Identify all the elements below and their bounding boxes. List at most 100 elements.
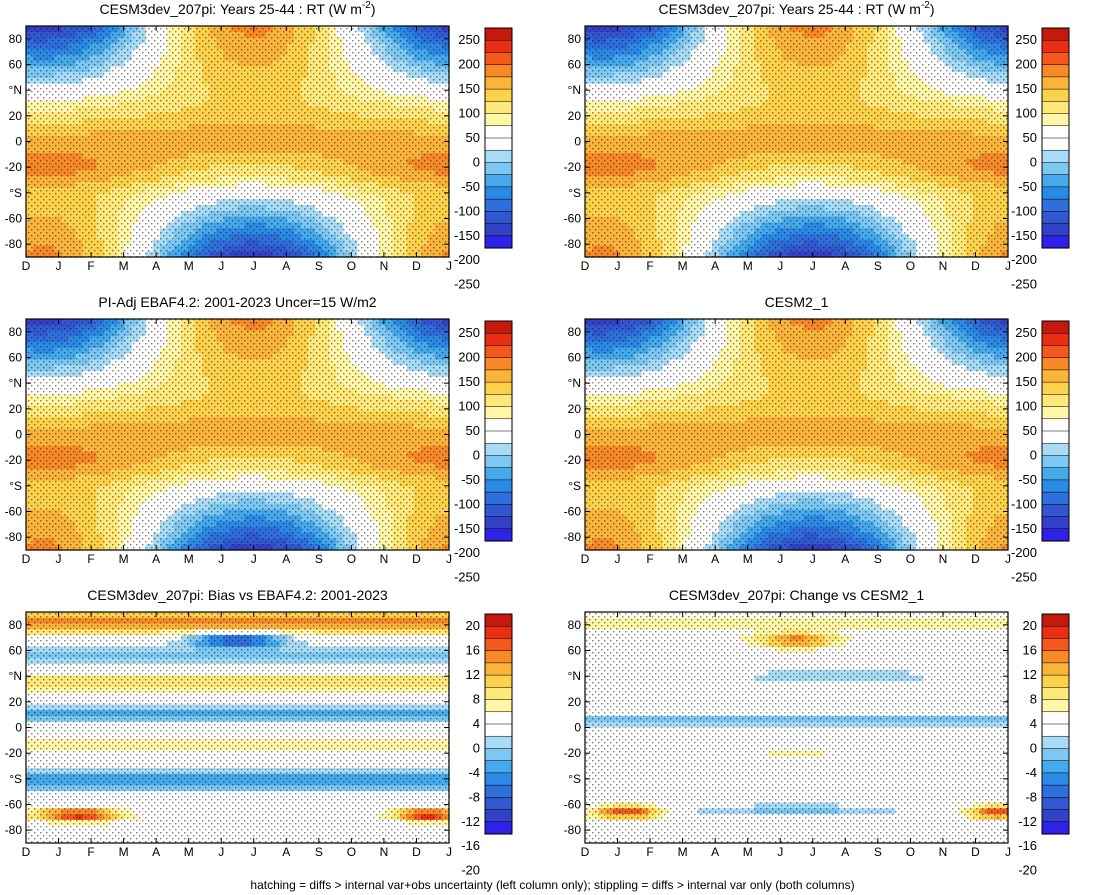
y-tick-label: 20 (9, 109, 23, 123)
colorbar-box (484, 101, 513, 115)
colorbar-label: 100 (458, 106, 480, 121)
x-tick-label: M (678, 259, 688, 273)
y-tick-label: -20 (5, 160, 23, 174)
colorbar-label: -250 (454, 277, 480, 292)
x-tick-label: N (939, 259, 948, 273)
colorbar-label: 200 (458, 57, 480, 72)
panel-title: CESM3dev_207pi: Years 25-44 : RT (W m-2) (99, 0, 375, 17)
colorbar-box (1041, 162, 1070, 176)
x-tick-label: A (152, 259, 160, 273)
x-tick-label: J (777, 259, 783, 273)
colorbar-box (1041, 27, 1070, 41)
x-tick-label: O (347, 259, 356, 273)
colorbar-box (484, 137, 513, 151)
colorbar-label: -100 (454, 203, 480, 218)
panel-title-main: CESM3dev_207pi: Years 25-44 : RT (W m (658, 1, 921, 17)
colorbar-box (1041, 88, 1070, 102)
colorbar-label: 150 (458, 81, 480, 96)
x-tick-label: D (22, 259, 31, 273)
panel-top-right: CESM3dev_207pi: Years 25-44 : RT (W m-2)… (564, 0, 1070, 292)
x-tick-label: J (615, 259, 621, 273)
x-tick-label: M (119, 259, 129, 273)
colorbar-box (484, 76, 513, 90)
colorbar-box (484, 64, 513, 78)
x-tick-label: F (646, 259, 653, 273)
colorbar-box (484, 113, 513, 127)
colorbar-box (484, 198, 513, 212)
panel-title-close: ) (371, 1, 376, 17)
colorbar-box (484, 162, 513, 176)
y-tick-label: -60 (564, 212, 582, 226)
colorbar-box (1041, 125, 1070, 139)
y-tick-label: 0 (574, 135, 581, 149)
colorbar-box (484, 186, 513, 200)
stippling (585, 26, 1008, 257)
x-tick-label: F (87, 259, 94, 273)
colorbar-label: 50 (466, 130, 480, 145)
y-tick-label: 80 (9, 32, 23, 46)
colorbar-label: 0 (473, 154, 480, 169)
x-tick-label: D (971, 259, 980, 273)
x-tick-label: J (251, 259, 257, 273)
x-tick-label: M (743, 259, 753, 273)
x-tick-label: A (282, 259, 290, 273)
colorbar-box (484, 174, 513, 188)
colorbar-box (1041, 52, 1070, 66)
colorbar-box (1041, 113, 1070, 127)
x-tick-label: S (874, 259, 882, 273)
colorbar-box (484, 149, 513, 163)
colorbar-box (484, 223, 513, 237)
y-tick-label: -60 (5, 212, 23, 226)
panel-title: CESM3dev_207pi: Years 25-44 : RT (W m-2) (658, 0, 934, 17)
colorbar-box (484, 211, 513, 225)
colorbar-box (1041, 101, 1070, 115)
panel-top-left: CESM3dev_207pi: Years 25-44 : RT (W m-2)… (5, 0, 513, 292)
y-tick-label: -20 (564, 160, 582, 174)
y-tick-label: -80 (5, 237, 23, 251)
colorbar-box (484, 39, 513, 53)
y-tick-label: 60 (9, 58, 23, 72)
colorbar-box (1041, 149, 1070, 163)
x-tick-label: M (184, 259, 194, 273)
y-tick-label: 60 (568, 58, 582, 72)
colorbar-box (1041, 76, 1070, 90)
y-tick-label: 0 (15, 135, 22, 149)
colorbar-box (1041, 39, 1070, 53)
x-tick-label: S (315, 259, 323, 273)
x-tick-label: A (711, 259, 719, 273)
colorbar-box (484, 88, 513, 102)
x-tick-label: D (581, 259, 590, 273)
colorbar-box (1041, 64, 1070, 78)
y-tick-label: 20 (568, 109, 582, 123)
x-tick-label: J (810, 259, 816, 273)
colorbar-label: -200 (454, 252, 480, 267)
x-tick-label: D (412, 259, 421, 273)
x-tick-label: J (218, 259, 224, 273)
y-tick-label: -80 (564, 237, 582, 251)
panel-title-close: ) (930, 1, 935, 17)
y-tick-label: 80 (568, 32, 582, 46)
panel-title-main: CESM3dev_207pi: Years 25-44 : RT (W m (99, 1, 362, 17)
colorbar-label: -150 (454, 228, 480, 243)
colorbar-label: -50 (461, 179, 480, 194)
colorbar-box (484, 27, 513, 41)
colorbar: 250 200 150 100 50 0 -50 -100 -150 -200 -250 (454, 27, 513, 292)
x-tick-label: J (56, 259, 62, 273)
y-tick-label: °S (9, 186, 22, 200)
y-tick-label: °N (568, 83, 581, 97)
x-tick-label: N (380, 259, 389, 273)
colorbar-box (484, 52, 513, 66)
stippling (26, 26, 449, 257)
y-tick-label: °N (9, 83, 22, 97)
y-tick-label: °S (568, 186, 581, 200)
colorbar-label: 250 (458, 32, 480, 47)
x-tick-label: J (446, 259, 452, 273)
x-tick-label: O (906, 259, 915, 273)
colorbar-box (484, 125, 513, 139)
colorbar-box (484, 235, 513, 249)
x-tick-label: A (841, 259, 849, 273)
colorbar-box (1041, 174, 1070, 188)
colorbar-box (1041, 137, 1070, 151)
